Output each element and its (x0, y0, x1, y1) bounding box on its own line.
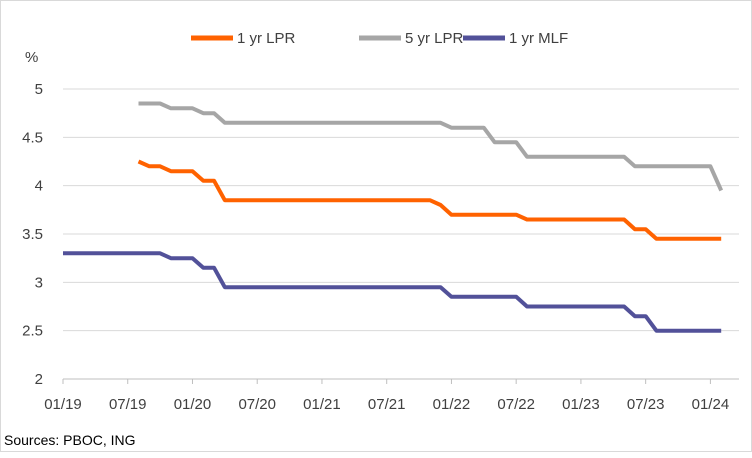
x-tick-label: 07/21 (368, 396, 406, 413)
x-tick-label: 01/22 (433, 396, 471, 413)
legend-label: 5 yr LPR (405, 30, 464, 47)
x-tick-label: 01/19 (44, 396, 82, 413)
y-tick-label: 2 (35, 371, 43, 388)
series-line-0 (137, 159, 722, 241)
y-tick-label: 3.5 (22, 226, 43, 243)
y-tick-label: 3 (35, 274, 43, 291)
y-tick-label: 4 (35, 178, 43, 195)
x-tick-label: 01/23 (562, 396, 600, 413)
x-tick-label: 01/20 (174, 396, 212, 413)
x-tick-label: 07/19 (109, 396, 147, 413)
y-tick-label: 2.5 (22, 323, 43, 340)
legend-label: 1 yr LPR (237, 30, 296, 47)
x-tick-label: 01/21 (303, 396, 341, 413)
series-line-2 (63, 251, 722, 333)
source-note: Sources: PBOC, ING (4, 432, 136, 448)
y-tick-label: 4.5 (22, 129, 43, 146)
x-tick-label: 07/20 (238, 396, 276, 413)
legend-label: 1 yr MLF (509, 30, 568, 47)
x-tick-label: 07/22 (497, 396, 535, 413)
x-tick-label: 01/24 (692, 396, 730, 413)
x-tick-label: 07/23 (627, 396, 665, 413)
y-axis-label: % (25, 49, 38, 66)
series-line-1 (138, 101, 724, 192)
y-tick-label: 5 (35, 81, 43, 98)
